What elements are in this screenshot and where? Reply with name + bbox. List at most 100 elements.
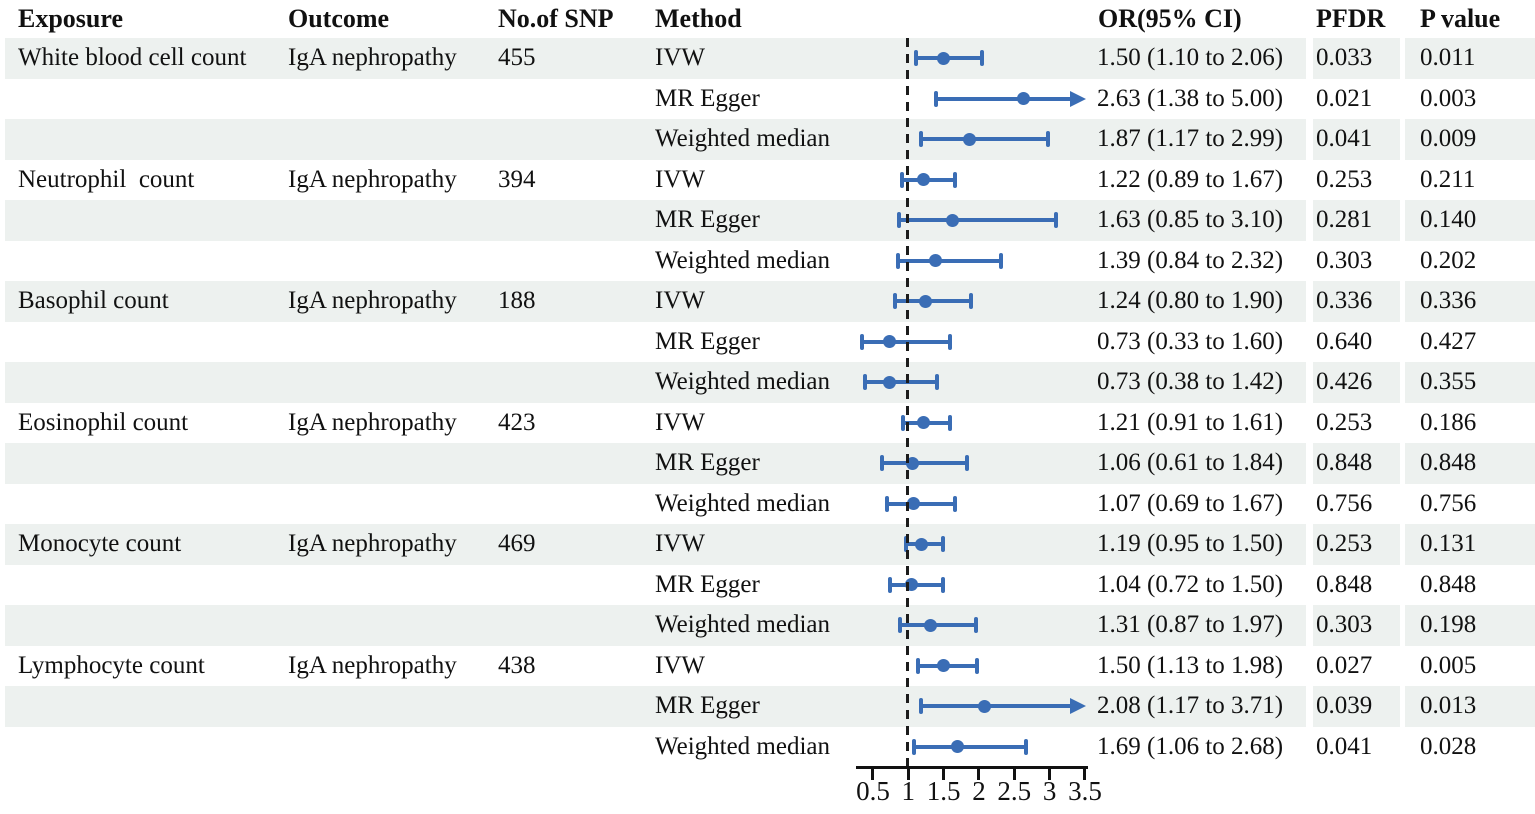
method-plot-cell: IVW 1.22 (0.89 to 1.67) <box>641 160 1306 201</box>
p-value-cell: 0.198 <box>1405 605 1535 646</box>
method-plot-cell: MR Egger 1.63 (0.85 to 3.10) <box>641 200 1306 241</box>
method-label: Weighted median <box>655 732 831 760</box>
table-header: Exposure Outcome No.of SNP Method OR(95%… <box>0 0 1535 38</box>
pfdr-cell: 0.027 <box>1316 651 1373 679</box>
or-point <box>917 173 931 186</box>
ci-cap-left <box>900 414 905 431</box>
snp-count-cell <box>490 200 641 241</box>
x-axis-tick-label: 2 <box>972 776 986 806</box>
p-value-cell: 0.186 <box>1420 408 1477 436</box>
or-ci-label: 1.50 (1.13 to 1.98) <box>1097 651 1284 679</box>
or-point <box>929 254 943 267</box>
method-label: Weighted median <box>655 246 831 274</box>
ci-cap-right <box>973 617 978 633</box>
ci-line <box>912 744 1027 749</box>
or-ci-label: 0.73 (0.38 to 1.42) <box>1097 368 1284 396</box>
ci-cap-left <box>919 131 924 147</box>
method-label: Weighted median <box>655 611 831 639</box>
or-point <box>916 416 930 429</box>
or-ci-label: 0.73 (0.33 to 1.60) <box>1097 327 1284 355</box>
snp-count-cell <box>490 727 641 768</box>
header-exposure: Exposure <box>18 4 123 33</box>
method-label: Weighted median <box>655 489 831 517</box>
ci-cap-left <box>898 617 903 633</box>
snp-count-cell: 423 <box>498 408 536 436</box>
exposure-cell: Eosinophil count <box>18 408 189 436</box>
x-axis-tick-label: 1.5 <box>926 776 961 806</box>
p-value-cell: 0.336 <box>1405 281 1535 322</box>
or-point <box>923 618 937 632</box>
method-label: MR Egger <box>655 449 760 477</box>
method-plot-cell: Weighted median 0.73 (0.38 to 1.42) <box>641 362 1306 403</box>
method-plot-cell: Weighted median 1.69 (1.06 to 2.68) <box>641 727 1306 768</box>
pfdr-cell: 0.253 <box>1316 165 1373 193</box>
method-label: MR Egger <box>655 206 760 234</box>
table-row: MR Egger 0.73 (0.33 to 1.60) 0.640 0.427 <box>0 322 1535 363</box>
x-axis-tick <box>1012 766 1016 780</box>
or-point <box>946 213 960 227</box>
method-label: IVW <box>655 530 705 558</box>
ci-cap-right <box>1024 738 1029 755</box>
x-axis-tick-label: 3.5 <box>1068 776 1102 806</box>
outcome-cell <box>276 322 494 363</box>
pfdr-cell: 0.756 <box>1316 489 1373 517</box>
p-value-cell: 0.202 <box>1420 246 1477 274</box>
method-label: IVW <box>655 287 705 315</box>
table-body: White blood cell count IgA nephropathy 455… <box>0 38 1535 767</box>
ci-cap-left <box>911 738 916 755</box>
method-plot-cell: Weighted median 1.31 (0.87 to 1.97) <box>641 605 1306 646</box>
table-row: Weighted median 1.87 (1.17 to 2.99) 0.041 0… <box>0 119 1535 160</box>
p-value-cell: 0.028 <box>1420 732 1477 760</box>
outcome-cell <box>276 484 494 525</box>
or-point <box>963 132 977 146</box>
ci-cap-right <box>940 536 945 552</box>
x-axis-tick <box>871 766 875 780</box>
or-point <box>882 375 896 389</box>
exposure-cell <box>5 605 281 646</box>
snp-count-cell <box>490 565 641 606</box>
ci-cap-right <box>948 414 953 431</box>
exposure-cell: Basophil count <box>5 281 281 322</box>
p-value-cell: 0.427 <box>1420 327 1477 355</box>
or-ci-label: 2.08 (1.17 to 3.71) <box>1097 692 1284 720</box>
method-label: MR Egger <box>655 692 760 720</box>
ci-line <box>860 339 951 344</box>
or-ci-label: 1.24 (0.80 to 1.90) <box>1097 287 1284 315</box>
method-plot-cell: IVW 1.21 (0.91 to 1.61) <box>641 403 1306 444</box>
snp-count-cell <box>490 241 641 282</box>
p-value-cell: 0.009 <box>1405 119 1535 160</box>
ci-cap-right <box>934 374 939 390</box>
method-plot-cell: IVW 1.24 (0.80 to 1.90) <box>641 281 1306 322</box>
exposure-cell <box>5 484 281 525</box>
snp-count-cell <box>490 322 641 363</box>
p-value-cell: 0.003 <box>1420 84 1477 112</box>
or-ci-label: 1.06 (0.61 to 1.84) <box>1097 449 1284 477</box>
snp-count-cell <box>490 686 641 727</box>
exposure-cell <box>5 119 281 160</box>
method-label: MR Egger <box>655 84 760 112</box>
pfdr-cell: 0.253 <box>1313 524 1400 565</box>
ci-cap-left <box>934 90 939 107</box>
or-ci-label: 1.22 (0.89 to 1.67) <box>1097 165 1284 193</box>
outcome-cell: IgA nephropathy <box>288 408 457 436</box>
ci-cap-right <box>940 576 945 593</box>
table-row: Weighted median 1.39 (0.84 to 2.32) 0.303 0… <box>0 241 1535 282</box>
table-row: MR Egger 1.04 (0.72 to 1.50) 0.848 0.848 <box>0 565 1535 606</box>
p-value-cell: 0.355 <box>1405 362 1535 403</box>
ci-line <box>920 137 1049 141</box>
p-value-cell: 0.005 <box>1420 651 1477 679</box>
method-plot-cell: Weighted median 1.07 (0.69 to 1.67) <box>641 484 1306 525</box>
or-ci-label: 1.50 (1.10 to 2.06) <box>1097 44 1284 72</box>
table-row: Weighted median 1.07 (0.69 to 1.67) 0.756 0… <box>0 484 1535 525</box>
method-plot-cell: Weighted median 1.39 (0.84 to 2.32) <box>641 241 1306 282</box>
table-row: Monocyte count IgA nephropathy 469 IVW 1.19 … <box>0 524 1535 565</box>
exposure-cell: Monocyte count <box>5 524 281 565</box>
outcome-cell <box>276 686 494 727</box>
snp-count-cell: 455 <box>490 38 641 79</box>
table-row: MR Egger 1.63 (0.85 to 3.10) 0.281 0.140 <box>0 200 1535 241</box>
ci-line <box>894 299 972 303</box>
method-label: MR Egger <box>655 570 760 598</box>
header-no-of-snp: No.of SNP <box>498 4 614 33</box>
method-label: MR Egger <box>655 327 760 355</box>
ci-cap-right <box>1045 131 1050 147</box>
